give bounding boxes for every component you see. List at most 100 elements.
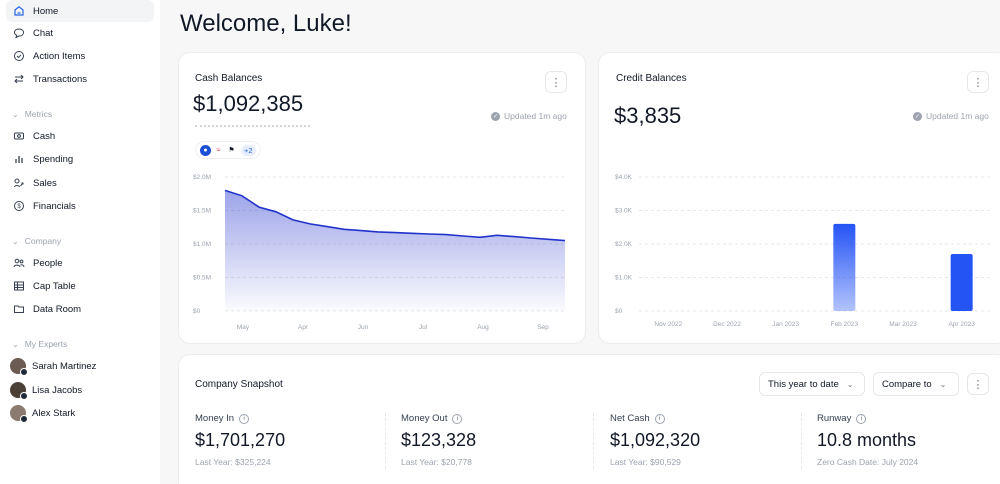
sidebar: Home Chat Action Items Transactions ⌄ Me… — [0, 0, 160, 484]
cash-balance-chart: $2.0M $1.5M $1.0M $0.5M $0 May Apr Jun Jul Aug Sep — [193, 174, 566, 331]
metric-label: Net Cash — [610, 413, 650, 424]
divider — [593, 413, 594, 469]
sidebar-item-sales[interactable]: Sales — [6, 172, 154, 194]
metric-net-cash: Net Cash i $1,092,320 Last Year: $90,529 — [610, 413, 800, 483]
metric-money-in: Money In i $1,701,270 Last Year: $325,224 — [195, 413, 385, 483]
credit-amount: $3,835 — [614, 103, 682, 128]
sidebar-item-action-items[interactable]: Action Items — [6, 45, 154, 67]
bar — [833, 223, 856, 311]
y-tick-label: $3.0K — [615, 208, 633, 215]
y-tick-label: $2.0K — [615, 241, 633, 248]
check-circle-icon — [12, 49, 26, 63]
folder-icon — [12, 302, 26, 316]
sidebar-item-label: People — [33, 257, 63, 269]
compare-to-select[interactable]: Compare to ⌄ — [873, 372, 959, 396]
metric-sub: Last Year: $90,529 — [610, 457, 681, 467]
sidebar-item-label: Cap Table — [33, 280, 76, 292]
badge-icon — [20, 415, 28, 423]
chat-icon — [12, 26, 26, 40]
card-title: Cash Balances — [195, 73, 263, 84]
sidebar-item-spending[interactable]: Spending — [6, 148, 154, 170]
sidebar-section-company[interactable]: ⌄ Company — [12, 236, 61, 246]
credit-balances-card: Credit Balances ⋮ $3,835 ✓ Updated 1m ag… — [598, 52, 1000, 344]
sidebar-section-experts[interactable]: ⌄ My Experts — [12, 339, 67, 349]
card-title: Credit Balances — [616, 73, 687, 84]
sidebar-item-financials[interactable]: $ Financials — [6, 195, 154, 217]
more-options-button[interactable]: ⋮ — [967, 71, 989, 93]
y-tick-label: $0.5M — [193, 275, 211, 282]
updated-status: ✓ Updated 1m ago — [491, 111, 567, 121]
badge-icon — [20, 368, 28, 376]
more-options-button[interactable]: ⋮ — [545, 71, 567, 93]
bar-chart-icon — [12, 152, 26, 166]
x-tick-label: Nov 2022 — [654, 321, 682, 328]
sidebar-item-label: Spending — [33, 153, 74, 165]
sidebar-item-expert[interactable]: Sarah Martinez — [6, 355, 154, 377]
avatar — [10, 405, 28, 423]
section-label: My Experts — [24, 339, 68, 349]
bank-wells-icon: ≈ — [216, 146, 221, 154]
sidebar-section-metrics[interactable]: ⌄ Metrics — [12, 109, 52, 119]
metric-sub: Zero Cash Date: July 2024 — [817, 457, 919, 467]
metric-label: Money Out — [401, 413, 448, 424]
metric-value: $1,701,270 — [195, 430, 286, 450]
cash-icon — [12, 129, 26, 143]
metric-value: $123,328 — [401, 430, 477, 450]
metric-value: 10.8 months — [817, 430, 917, 450]
bank-flag-icon: ⚑ — [228, 147, 235, 154]
more-options-button[interactable]: ⋮ — [967, 373, 989, 395]
metric-value: $1,092,320 — [610, 430, 701, 450]
section-label: Metrics — [24, 109, 53, 119]
info-icon[interactable]: i — [856, 413, 867, 424]
sidebar-item-label: Lisa Jacobs — [32, 384, 83, 396]
avatar — [10, 382, 28, 400]
x-tick-label: Apr — [298, 324, 309, 331]
snapshot-metrics-row: Money In i $1,701,270 Last Year: $325,224… — [179, 413, 1000, 483]
info-icon[interactable]: i — [452, 413, 463, 424]
card-title: Company Snapshot — [195, 379, 283, 390]
more-banks-badge: +2 — [241, 144, 256, 156]
dollar-circle-icon: $ — [12, 199, 26, 213]
connected-banks[interactable]: ● ≈ ⚑ +2 — [195, 141, 261, 159]
chevron-down-icon: ⌄ — [939, 379, 947, 389]
date-range-select[interactable]: This year to date ⌄ — [759, 372, 865, 396]
y-tick-label: $0 — [193, 308, 201, 315]
y-tick-label: $2.0M — [193, 174, 211, 181]
arrows-icon — [12, 72, 26, 86]
sidebar-item-cash[interactable]: Cash — [6, 125, 154, 147]
x-tick-label: Feb 2023 — [831, 321, 859, 328]
blurred-text-divider — [195, 125, 310, 131]
cash-balances-card: Cash Balances ⋮ $1,092,385 ✓ Updated 1m … — [178, 52, 586, 344]
svg-text:$: $ — [17, 204, 21, 210]
info-icon[interactable]: i — [239, 413, 250, 424]
chevron-down-icon: ⌄ — [12, 339, 19, 349]
x-tick-label: Mar 2023 — [889, 321, 917, 328]
y-tick-label: $4.0K — [615, 174, 633, 181]
sidebar-item-label: Chat — [33, 27, 54, 39]
sidebar-item-people[interactable]: People — [6, 252, 154, 274]
sidebar-item-home[interactable]: Home — [6, 0, 154, 22]
check-badge-icon: ✓ — [913, 111, 922, 121]
sidebar-item-expert[interactable]: Lisa Jacobs — [6, 379, 154, 401]
sidebar-item-chat[interactable]: Chat — [6, 22, 154, 44]
sidebar-item-label: Home — [33, 5, 59, 17]
metric-sub: Last Year: $20,778 — [401, 457, 472, 467]
sidebar-item-transactions[interactable]: Transactions — [6, 68, 154, 90]
page-title: Welcome, Luke! — [180, 10, 352, 37]
area-fill — [225, 190, 565, 311]
sidebar-item-data-room[interactable]: Data Room — [6, 298, 154, 320]
x-tick-label: May — [237, 324, 250, 331]
home-icon — [12, 4, 26, 18]
credit-balance-chart: $4.0K $3.0K $2.0K $1.0K $0 Nov 2022 Dec 2022 Ja… — [615, 174, 991, 328]
x-tick-label: Jan 2023 — [772, 321, 799, 328]
info-icon[interactable]: i — [654, 413, 665, 424]
x-tick-label: Aug — [477, 324, 489, 331]
sidebar-item-expert[interactable]: Alex Stark — [6, 402, 154, 424]
y-tick-label: $0 — [615, 308, 623, 315]
avatar — [10, 358, 28, 376]
sidebar-item-label: Sarah Martinez — [32, 360, 97, 372]
x-tick-label: Sep — [537, 324, 549, 331]
main-content: Welcome, Luke! Cash Balances ⋮ $1,092,38… — [160, 0, 1000, 484]
chevron-down-icon: ⌄ — [12, 236, 19, 246]
sidebar-item-cap-table[interactable]: Cap Table — [6, 275, 154, 297]
